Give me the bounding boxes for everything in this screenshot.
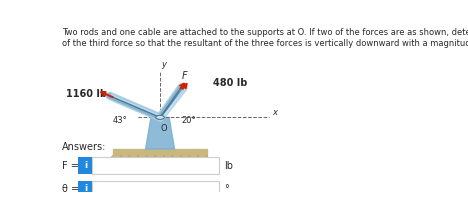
FancyBboxPatch shape [92, 181, 219, 197]
Text: 1160 lb: 1160 lb [66, 89, 107, 99]
Text: lb: lb [225, 161, 234, 171]
Text: y: y [161, 60, 166, 69]
Text: x: x [272, 108, 278, 117]
Text: 20°: 20° [182, 116, 197, 125]
Text: θ: θ [170, 98, 176, 107]
Circle shape [156, 115, 164, 119]
Polygon shape [146, 118, 175, 149]
Text: F =: F = [62, 161, 79, 171]
Text: °: ° [225, 184, 229, 194]
Text: O: O [161, 124, 167, 133]
Text: 480 lb: 480 lb [212, 78, 247, 88]
Text: F: F [182, 71, 188, 81]
Text: Answers:: Answers: [62, 142, 107, 152]
FancyBboxPatch shape [92, 157, 219, 174]
Text: Two rods and one cable are attached to the supports at O. If two of the forces a: Two rods and one cable are attached to t… [62, 28, 468, 48]
Text: 43°: 43° [113, 116, 127, 125]
Bar [113, 149, 207, 156]
FancyBboxPatch shape [79, 181, 92, 197]
FancyBboxPatch shape [79, 157, 92, 174]
Text: i: i [84, 161, 87, 170]
Text: θ =: θ = [62, 184, 79, 194]
Text: i: i [84, 184, 87, 193]
